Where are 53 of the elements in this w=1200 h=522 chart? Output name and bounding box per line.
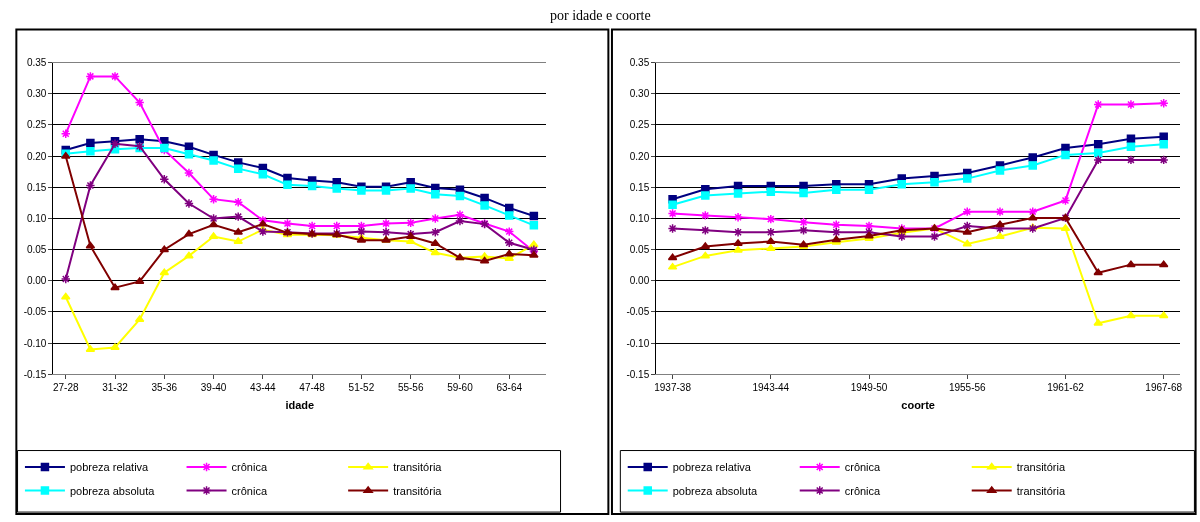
legend-label: pobreza relativa <box>672 461 752 474</box>
x-axis-title: coorte <box>901 398 935 411</box>
y-tick-label: 0.25 <box>629 119 650 131</box>
y-tick-label: 0.20 <box>26 150 47 162</box>
x-tick-label: 1967-68 <box>1145 382 1183 394</box>
y-tick-label: -0.05 <box>23 306 47 318</box>
y-tick-label: 0.30 <box>629 88 650 100</box>
x-tick-label: 47-48 <box>299 382 326 394</box>
x-tick-label: 27-28 <box>52 382 79 394</box>
y-tick-label: -0.05 <box>626 306 650 318</box>
x-tick-label: 51-52 <box>348 382 375 394</box>
text: por idade e coorte <box>550 8 651 23</box>
legend-label: pobreza absoluta <box>69 484 156 497</box>
legend-label: crônica <box>844 484 882 497</box>
x-tick-label: 1943-44 <box>752 382 790 394</box>
y-tick-label: 0.05 <box>629 244 650 256</box>
y-tick-label: -0.15 <box>23 368 47 380</box>
legend-label: transitória <box>393 461 443 474</box>
legend-label: pobreza relativa <box>69 461 150 474</box>
y-tick-label: 0.10 <box>629 213 650 224</box>
legend-label: transitória <box>1016 461 1066 474</box>
x-tick-label: 31-32 <box>102 382 129 394</box>
x-axis-title: idade <box>285 398 315 411</box>
y-tick-label: -0.10 <box>626 337 650 349</box>
y-tick-label: 0.20 <box>629 150 650 162</box>
y-tick-label: 0.25 <box>26 119 47 131</box>
y-tick-label: 0.05 <box>26 244 47 256</box>
legend-label: crônica <box>844 461 882 474</box>
legend-label: pobreza absoluta <box>672 484 758 497</box>
x-tick-label: 1955-56 <box>948 382 987 394</box>
y-tick-label: 0.30 <box>26 88 47 100</box>
y-tick-label: 0.15 <box>26 181 47 193</box>
legend-label: crônica <box>231 484 268 497</box>
y-tick-label: -0.15 <box>626 368 650 380</box>
y-tick-label: 0.00 <box>629 275 650 287</box>
y-tick-label: 0.35 <box>26 57 47 69</box>
y-tick-label: 0.15 <box>629 181 650 193</box>
x-tick-label: 63-64 <box>496 382 523 394</box>
x-tick-label: 43-44 <box>250 382 277 394</box>
x-tick-label: 1949-50 <box>850 382 888 394</box>
y-tick-label: 0.10 <box>26 213 47 224</box>
x-tick-label: 39-40 <box>200 382 227 394</box>
x-tick-label: 35-36 <box>151 382 178 394</box>
legend-label: transitória <box>393 484 443 497</box>
x-tick-label: 55-56 <box>397 382 424 394</box>
x-tick-label: 1937-38 <box>654 382 692 394</box>
y-tick-label: 0.35 <box>629 57 650 69</box>
legend-label: transitória <box>1016 484 1066 497</box>
y-tick-label: -0.10 <box>23 337 47 349</box>
x-tick-label: 1961-62 <box>1047 382 1085 394</box>
x-tick-label: 59-60 <box>447 382 474 394</box>
y-tick-label: 0.00 <box>26 275 47 287</box>
legend-label: crônica <box>231 461 268 474</box>
